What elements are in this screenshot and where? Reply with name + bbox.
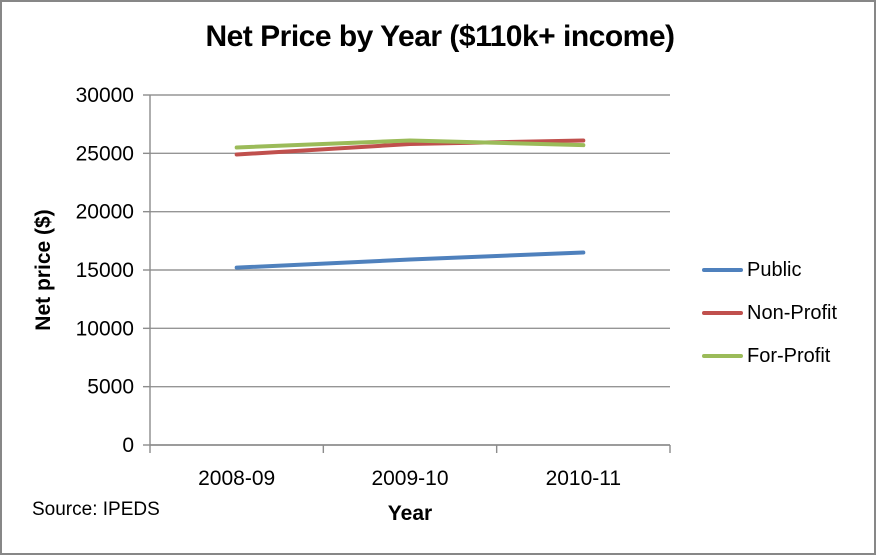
series-line-public [234, 250, 586, 270]
legend-line-swatch [702, 354, 743, 358]
y-tick-label: 10000 [76, 317, 134, 340]
x-tick-label: 2009-10 [371, 467, 448, 490]
legend-line-swatch [702, 311, 743, 315]
y-tick-label: 30000 [76, 84, 134, 107]
legend: Public Non-Profit For-Profit [702, 256, 837, 370]
series-line-for-profit [234, 138, 586, 150]
y-axis-title: Net price ($) [32, 209, 55, 331]
x-tick-label: 2010-11 [546, 467, 622, 490]
legend-line-swatch [702, 268, 743, 272]
legend-item-non-profit: Non-Profit [702, 299, 837, 327]
y-tick-label: 0 [122, 434, 134, 457]
legend-label: Non-Profit [747, 301, 838, 324]
legend-item-for-profit: For-Profit [702, 342, 837, 370]
legend-item-public: Public [702, 256, 837, 284]
source-note: Source: IPEDS [32, 499, 160, 520]
y-tick-label: 5000 [87, 376, 134, 399]
x-tick-label: 2008-09 [198, 467, 275, 490]
y-tick-label: 15000 [76, 259, 134, 282]
y-tick-label: 20000 [76, 201, 134, 224]
chart-title: Net Price by Year ($110k+ income) [205, 20, 675, 53]
legend-label: Public [747, 258, 802, 281]
x-axis-title: Year [387, 502, 433, 525]
y-tick-label: 25000 [76, 142, 134, 165]
legend-label: For-Profit [747, 344, 831, 367]
